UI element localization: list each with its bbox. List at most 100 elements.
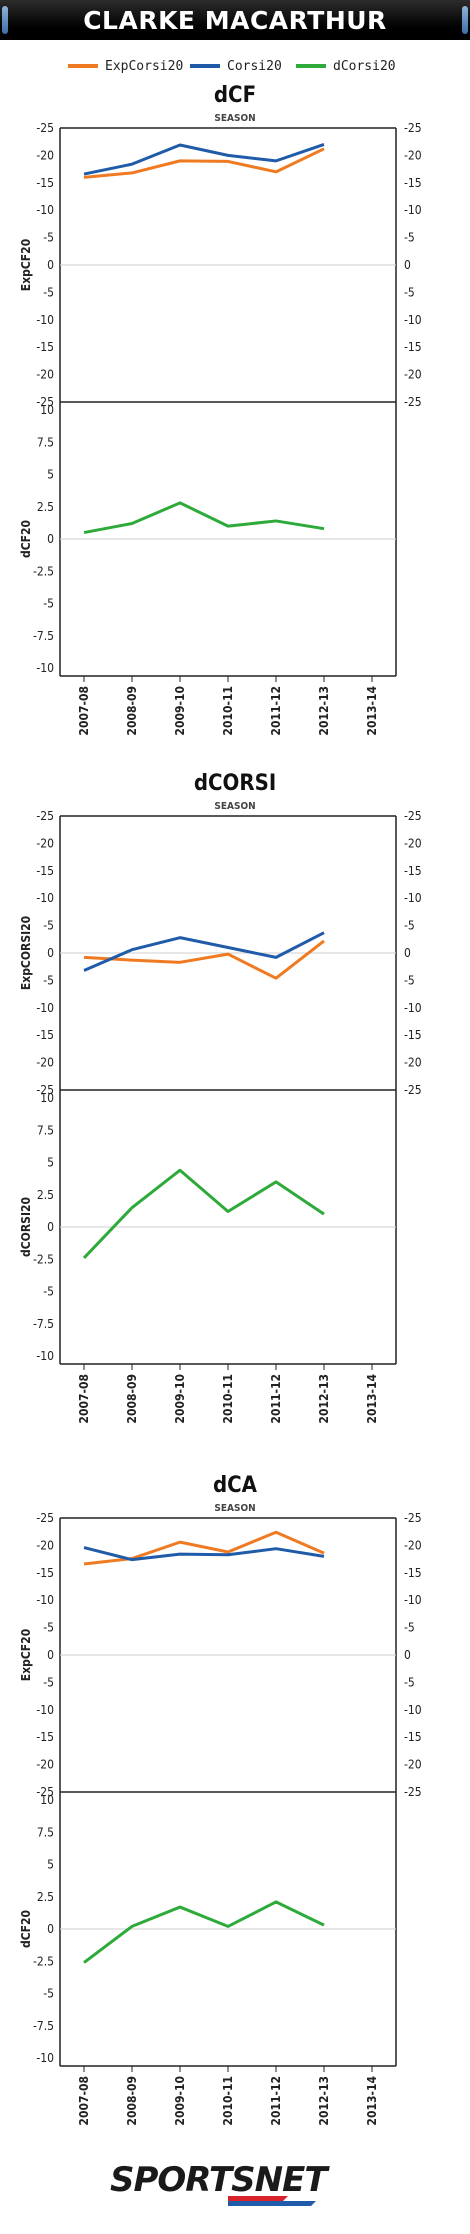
y-tick-label: -25 <box>36 1083 54 1097</box>
y-tick-label: -7.5 <box>33 629 54 643</box>
y-tick-label-right: -25 <box>404 395 422 409</box>
legend-swatch-expcorsi20 <box>68 64 98 68</box>
y-tick-label: -5 <box>43 597 54 611</box>
legend-swatch-corsi20 <box>190 64 220 68</box>
y-tick-label-right: -5 <box>404 1675 415 1689</box>
y-axis-label: dCORSI20 <box>19 1197 33 1257</box>
y-tick-label-right: -10 <box>404 891 422 905</box>
x-tick-label: 2008-09 <box>125 1374 139 1424</box>
y-tick-label: -10 <box>36 891 54 905</box>
player-name-title: CLARKE MACARTHUR <box>83 6 387 35</box>
legend-label-dcorsi20: dCorsi20 <box>333 58 396 74</box>
y-tick-label-right: -10 <box>404 1593 422 1607</box>
y-tick-label: 10 <box>40 403 54 417</box>
x-tick-label: 2009-10 <box>173 686 187 736</box>
y-tick-label-right: -15 <box>404 864 422 878</box>
y-tick-label-right: -5 <box>404 919 415 933</box>
y-tick-label: -5 <box>43 285 54 299</box>
chart-dcf: dCF SEASON -25 -25 -20 -20 -15 -15 -10 -10 -5 -5 0 0 -… <box>19 83 422 736</box>
y-tick-label-right: -15 <box>404 1028 422 1042</box>
y-tick-label: 0 <box>47 946 54 960</box>
x-tick-label: 2012-13 <box>317 686 331 736</box>
y-tick-label: -10 <box>36 2051 54 2065</box>
y-tick-label-right: 0 <box>404 258 411 272</box>
y-tick-label: -10 <box>36 313 54 327</box>
y-tick-label: -5 <box>43 1987 54 2001</box>
y-tick-label-right: -25 <box>404 1785 422 1799</box>
y-tick-label: -10 <box>36 1001 54 1015</box>
y-tick-label: -15 <box>36 1028 54 1042</box>
x-tick-label: 2012-13 <box>317 2076 331 2126</box>
y-tick-label: -10 <box>36 203 54 217</box>
y-tick-label-right: -15 <box>404 340 422 354</box>
x-tick-label: 2010-11 <box>221 1374 235 1424</box>
series-line-dcorsi20 <box>83 1900 325 1964</box>
y-tick-label: -2.5 <box>33 1252 54 1266</box>
header-left-edge <box>2 6 8 34</box>
chart-subtitle: SEASON <box>214 1503 255 1514</box>
y-tick-label: -20 <box>36 368 54 382</box>
y-tick-label: 5 <box>47 1858 54 1872</box>
y-tick-label: -5 <box>43 973 54 987</box>
y-tick-label: -25 <box>36 809 54 823</box>
y-tick-label: -15 <box>36 176 54 190</box>
legend-item-expcorsi20: ExpCorsi20 <box>68 56 183 76</box>
logo-wordmark: SPORTSNET <box>110 2160 328 2200</box>
legend-label-corsi20: Corsi20 <box>227 58 282 74</box>
y-tick-label: -20 <box>36 148 54 162</box>
y-tick-label-right: -20 <box>404 1538 422 1552</box>
x-tick-label: 2007-08 <box>77 686 91 736</box>
y-tick-label: 10 <box>40 1091 54 1105</box>
y-axis-label: dCF20 <box>19 520 33 558</box>
y-tick-label-right: -20 <box>404 368 422 382</box>
x-tick-label: 2013-14 <box>365 2076 379 2126</box>
x-tick-label: 2011-12 <box>269 686 283 736</box>
y-tick-label: 10 <box>40 1793 54 1807</box>
y-tick-label: -5 <box>43 1285 54 1299</box>
header-bar: CLARKE MACARTHUR <box>0 0 470 40</box>
y-tick-label: 5 <box>47 1156 54 1170</box>
y-tick-label: 7.5 <box>37 435 54 449</box>
y-tick-label: -5 <box>43 231 54 245</box>
y-tick-label: -2.5 <box>33 564 54 578</box>
y-tick-label: -20 <box>36 1758 54 1772</box>
x-tick-label: 2012-13 <box>317 1374 331 1424</box>
y-tick-label: -15 <box>36 1566 54 1580</box>
chart-subtitle: SEASON <box>214 801 255 812</box>
y-tick-label: 7.5 <box>37 1825 54 1839</box>
y-tick-label: -15 <box>36 340 54 354</box>
y-tick-label-right: -10 <box>404 203 422 217</box>
series-line-dcorsi20 <box>83 501 325 535</box>
x-tick-label: 2007-08 <box>77 2076 91 2126</box>
y-tick-label-right: -25 <box>404 121 422 135</box>
x-tick-label: 2008-09 <box>125 686 139 736</box>
y-tick-label: -25 <box>36 1511 54 1525</box>
y-tick-label-right: -25 <box>404 809 422 823</box>
y-tick-label-right: -15 <box>404 176 422 190</box>
legend-item-corsi20: Corsi20 <box>190 56 282 76</box>
x-tick-label: 2009-10 <box>173 1374 187 1424</box>
x-tick-label: 2009-10 <box>173 2076 187 2126</box>
y-tick-label: -25 <box>36 121 54 135</box>
y-tick-label-right: -20 <box>404 1758 422 1772</box>
y-axis-label: ExpCORSI20 <box>19 916 33 990</box>
y-tick-label-right: -25 <box>404 1511 422 1525</box>
y-tick-label: -7.5 <box>33 1317 54 1331</box>
y-tick-label: -5 <box>43 1675 54 1689</box>
y-tick-label-right: -10 <box>404 313 422 327</box>
y-tick-label: -10 <box>36 1349 54 1363</box>
y-tick-label: -10 <box>36 661 54 675</box>
y-tick-label: -15 <box>36 864 54 878</box>
series-line-expcorsi20 <box>83 939 325 980</box>
y-tick-label: -20 <box>36 836 54 850</box>
chart-title: dCF <box>214 83 256 108</box>
y-tick-label-right: -5 <box>404 231 415 245</box>
x-tick-label: 2013-14 <box>365 686 379 736</box>
header-right-edge <box>462 6 468 34</box>
chart-subtitle: SEASON <box>214 113 255 124</box>
y-tick-label-right: -5 <box>404 285 415 299</box>
y-tick-label: -7.5 <box>33 2019 54 2033</box>
legend-label-expcorsi20: ExpCorsi20 <box>105 58 184 74</box>
y-tick-label-right: -10 <box>404 1703 422 1717</box>
y-tick-label: 2.5 <box>37 500 54 514</box>
